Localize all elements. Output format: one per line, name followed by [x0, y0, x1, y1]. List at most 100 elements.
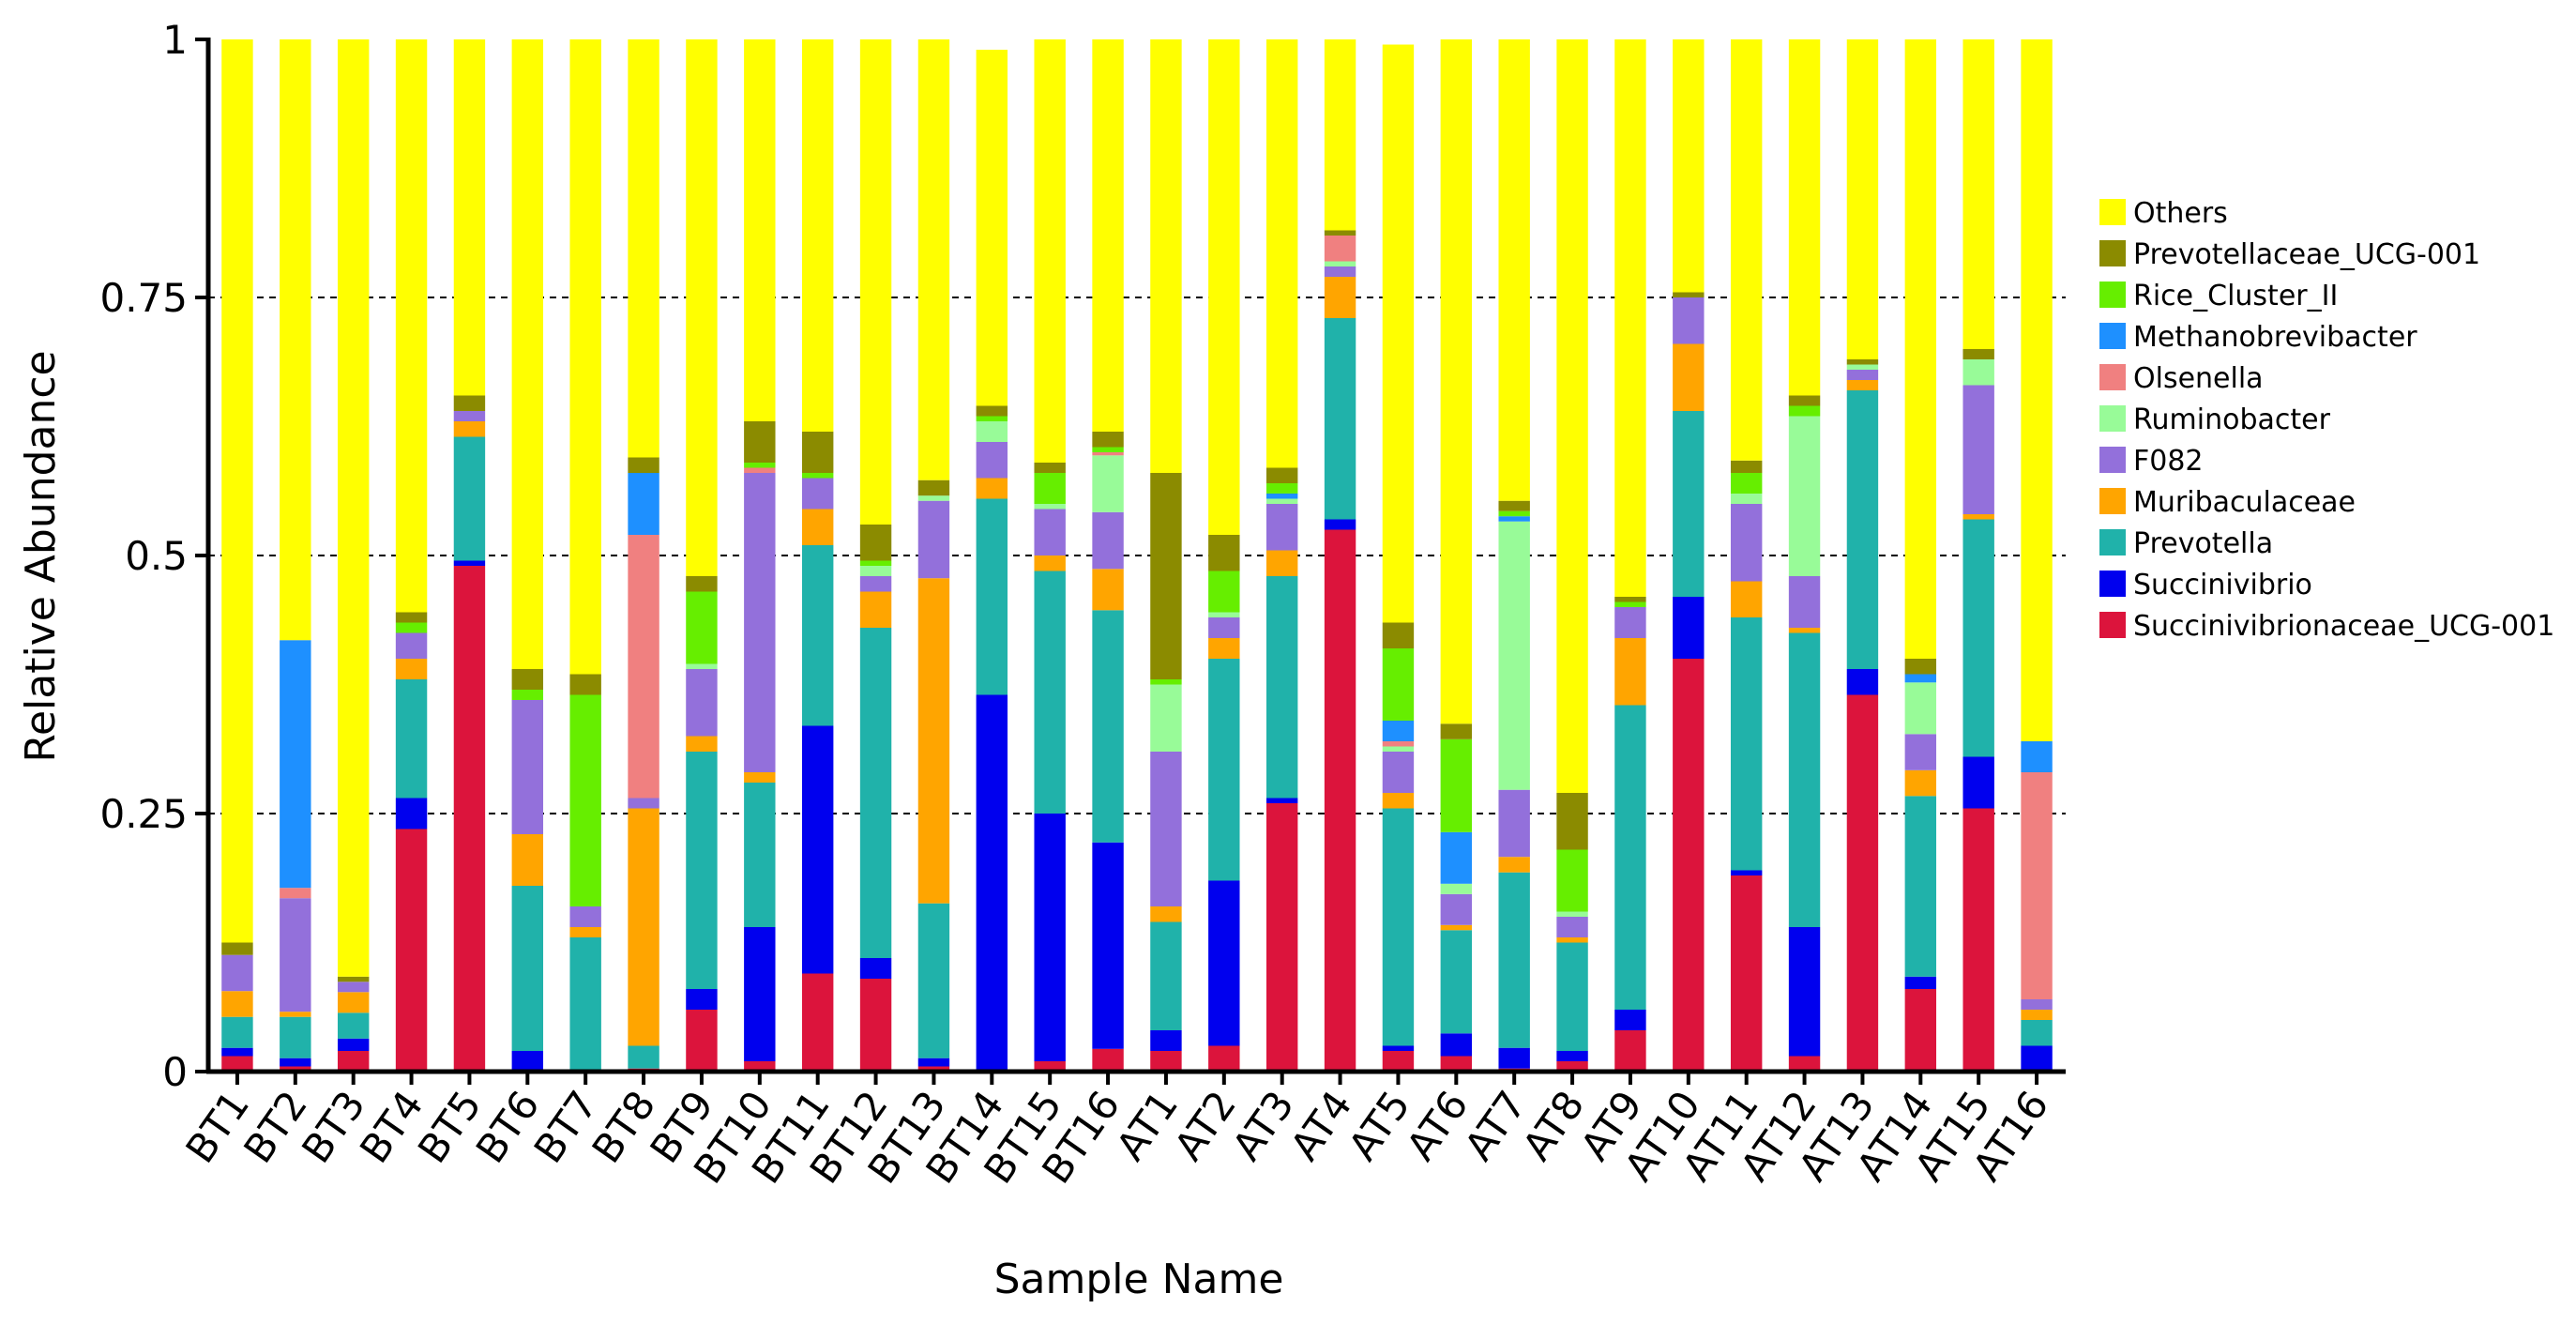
bar-segment-bt11-succinivibrio	[801, 725, 834, 974]
bar-segment-bt9-succinivibrio	[686, 989, 718, 1010]
bar-segment-at14-prevotella	[1904, 796, 1937, 977]
bar-segment-at10-prevotellaceae-ucg-001	[1673, 292, 1705, 297]
bar-segment-at12-ruminobacter	[1788, 416, 1821, 576]
bar-segment-bt2-others	[280, 39, 311, 641]
bar-segment-at6-f082	[1440, 893, 1473, 925]
bar-segment-at8-ruminobacter	[1556, 911, 1588, 917]
bar-segment-at13-succinivibrionaceae-ucg-001	[1846, 694, 1879, 1072]
legend-label: Methanobrevibacter	[2133, 321, 2417, 354]
legend-item-prevotella: Prevotella	[2099, 527, 2273, 560]
legend-item-rice-cluster-ii: Rice_Cluster_II	[2099, 280, 2338, 312]
bar-segment-at9-rice-cluster-ii	[1614, 601, 1646, 607]
bar-segment-at3-ruminobacter	[1265, 498, 1298, 504]
bar-segment-bt6-prevotellaceae-ucg-001	[511, 669, 544, 690]
bar-segment-at15-others	[1962, 39, 1994, 349]
bar-segment-bt10-rice-cluster-ii	[744, 463, 776, 468]
bar-segment-bt3-f082	[337, 982, 370, 993]
bar-segment-bt8-others	[628, 39, 659, 458]
bar-segment-bt12-ruminobacter	[859, 566, 892, 576]
bar-segment-bt4-prevotella	[395, 679, 428, 799]
bar-segment-bt1-succinivibrio	[221, 1047, 253, 1057]
bar-segment-bt9-rice-cluster-ii	[686, 591, 718, 664]
bar-segment-at8-succinivibrionaceae-ucg-001	[1556, 1061, 1588, 1072]
bar-segment-at9-f082	[1614, 607, 1646, 638]
x-tick-label-at7: AT7	[1456, 1083, 1536, 1169]
bar-segment-at3-succinivibrionaceae-ucg-001	[1265, 803, 1298, 1072]
bar-segment-bt10-succinivibrionaceae-ucg-001	[744, 1061, 776, 1072]
bar-segment-at11-rice-cluster-ii	[1730, 473, 1763, 494]
bar-segment-bt13-prevotella	[917, 903, 950, 1058]
bar-segment-bt15-succinivibrionaceae-ucg-001	[1034, 1061, 1066, 1072]
y-tick-label: 0	[162, 1049, 188, 1095]
bar-segment-at8-rice-cluster-ii	[1556, 849, 1588, 912]
bar-segment-at16-olsenella	[2021, 772, 2053, 999]
bar-segment-bt7-others	[569, 39, 601, 675]
bar-segment-bt7-prevotella	[569, 937, 601, 1072]
bar-segment-bt15-rice-cluster-ii	[1034, 473, 1066, 504]
bar-segment-at14-others	[1904, 39, 1937, 659]
bar-segment-bt2-succinivibrio	[280, 1058, 311, 1067]
y-tick-label: 0.25	[99, 791, 188, 837]
bar-segment-bt16-prevotella	[1092, 610, 1124, 843]
bar-segment-bt4-succinivibrio	[395, 798, 428, 829]
bar-segment-bt1-muribaculaceae	[221, 991, 253, 1017]
bar-segment-at6-prevotella	[1440, 930, 1473, 1034]
bar-segment-at5-muribaculaceae	[1382, 793, 1415, 809]
bar-segment-at11-ruminobacter	[1730, 494, 1763, 504]
bar-segment-bt8-prevotellaceae-ucg-001	[628, 457, 659, 473]
bar-segment-at11-f082	[1730, 504, 1763, 582]
legend-swatch	[2099, 529, 2126, 555]
bar-segment-bt6-prevotella	[511, 886, 544, 1051]
bar-segment-at1-prevotellaceae-ucg-001	[1150, 473, 1182, 679]
bar-segment-bt13-prevotellaceae-ucg-001	[917, 479, 950, 496]
bar-segment-at3-others	[1265, 39, 1298, 468]
bar-segment-at3-rice-cluster-ii	[1265, 483, 1298, 494]
bar-segment-at3-prevotella	[1265, 576, 1298, 799]
bar-segment-at9-succinivibrio	[1614, 1010, 1646, 1030]
bar-segment-bt1-f082	[221, 954, 253, 992]
legend-swatch	[2099, 364, 2126, 390]
bar-segment-at12-succinivibrionaceae-ucg-001	[1788, 1056, 1821, 1072]
bar-segment-at12-muribaculaceae	[1788, 628, 1821, 633]
bar-segment-at8-f082	[1556, 917, 1588, 937]
bar-segment-at12-others	[1788, 39, 1821, 396]
bar-segment-bt3-prevotellaceae-ucg-001	[337, 976, 370, 982]
bar-segment-bt5-muribaculaceae	[453, 421, 486, 437]
legend-swatch	[2099, 571, 2126, 597]
bar-segment-bt11-muribaculaceae	[801, 509, 834, 545]
bar-segment-at5-rice-cluster-ii	[1382, 648, 1415, 721]
bar-segment-at16-prevotella	[2021, 1020, 2053, 1046]
y-axis-ticks: 0 0.25 0.5 0.75 1	[99, 17, 208, 1095]
bar-segment-at3-succinivibrio	[1265, 798, 1298, 803]
y-axis-title: Relative Abundance	[17, 350, 65, 762]
x-tick-label-at6: AT6	[1398, 1083, 1477, 1169]
bar-segment-bt16-succinivibrio	[1092, 842, 1124, 1049]
x-axis-ticks: BT1BT2BT3BT4BT5BT6BT7BT8BT9BT10BT11BT12B…	[176, 1072, 2057, 1192]
bar-segment-bt7-prevotellaceae-ucg-001	[569, 674, 601, 695]
bar-segment-bt9-f082	[686, 669, 718, 737]
bar-segment-bt14-prevotella	[976, 498, 1008, 695]
bar-segment-at4-olsenella	[1324, 236, 1356, 262]
bar-segment-at13-prevotella	[1846, 390, 1879, 669]
bar-segment-at6-succinivibrio	[1440, 1033, 1473, 1057]
bar-segment-at5-others	[1382, 44, 1415, 623]
bar-segment-bt7-muribaculaceae	[569, 927, 601, 937]
bar-segment-at7-f082	[1498, 789, 1530, 858]
bar-segment-bt4-muribaculaceae	[395, 659, 428, 679]
bar-segment-bt3-others	[337, 39, 370, 977]
bar-segment-bt16-prevotellaceae-ucg-001	[1092, 432, 1124, 448]
bar-segment-bt1-succinivibrionaceae-ucg-001	[221, 1056, 253, 1072]
bar-segment-bt5-prevotella	[453, 436, 486, 561]
bar-segment-at2-ruminobacter	[1208, 612, 1240, 617]
bar-segment-bt5-succinivibrionaceae-ucg-001	[453, 566, 486, 1072]
bar-segment-at7-muribaculaceae	[1498, 857, 1530, 873]
bar-segment-bt11-prevotella	[801, 545, 834, 726]
bar-segment-bt14-rice-cluster-ii	[976, 416, 1008, 421]
legend-swatch	[2099, 323, 2126, 349]
x-axis-title: Sample Name	[994, 1256, 1284, 1303]
bar-segment-bt2-prevotella	[280, 1016, 311, 1058]
bar-segment-at16-f082	[2021, 999, 2053, 1010]
bar-segment-at4-succinivibrio	[1324, 519, 1356, 530]
bar-segment-bt13-muribaculaceae	[917, 578, 950, 904]
